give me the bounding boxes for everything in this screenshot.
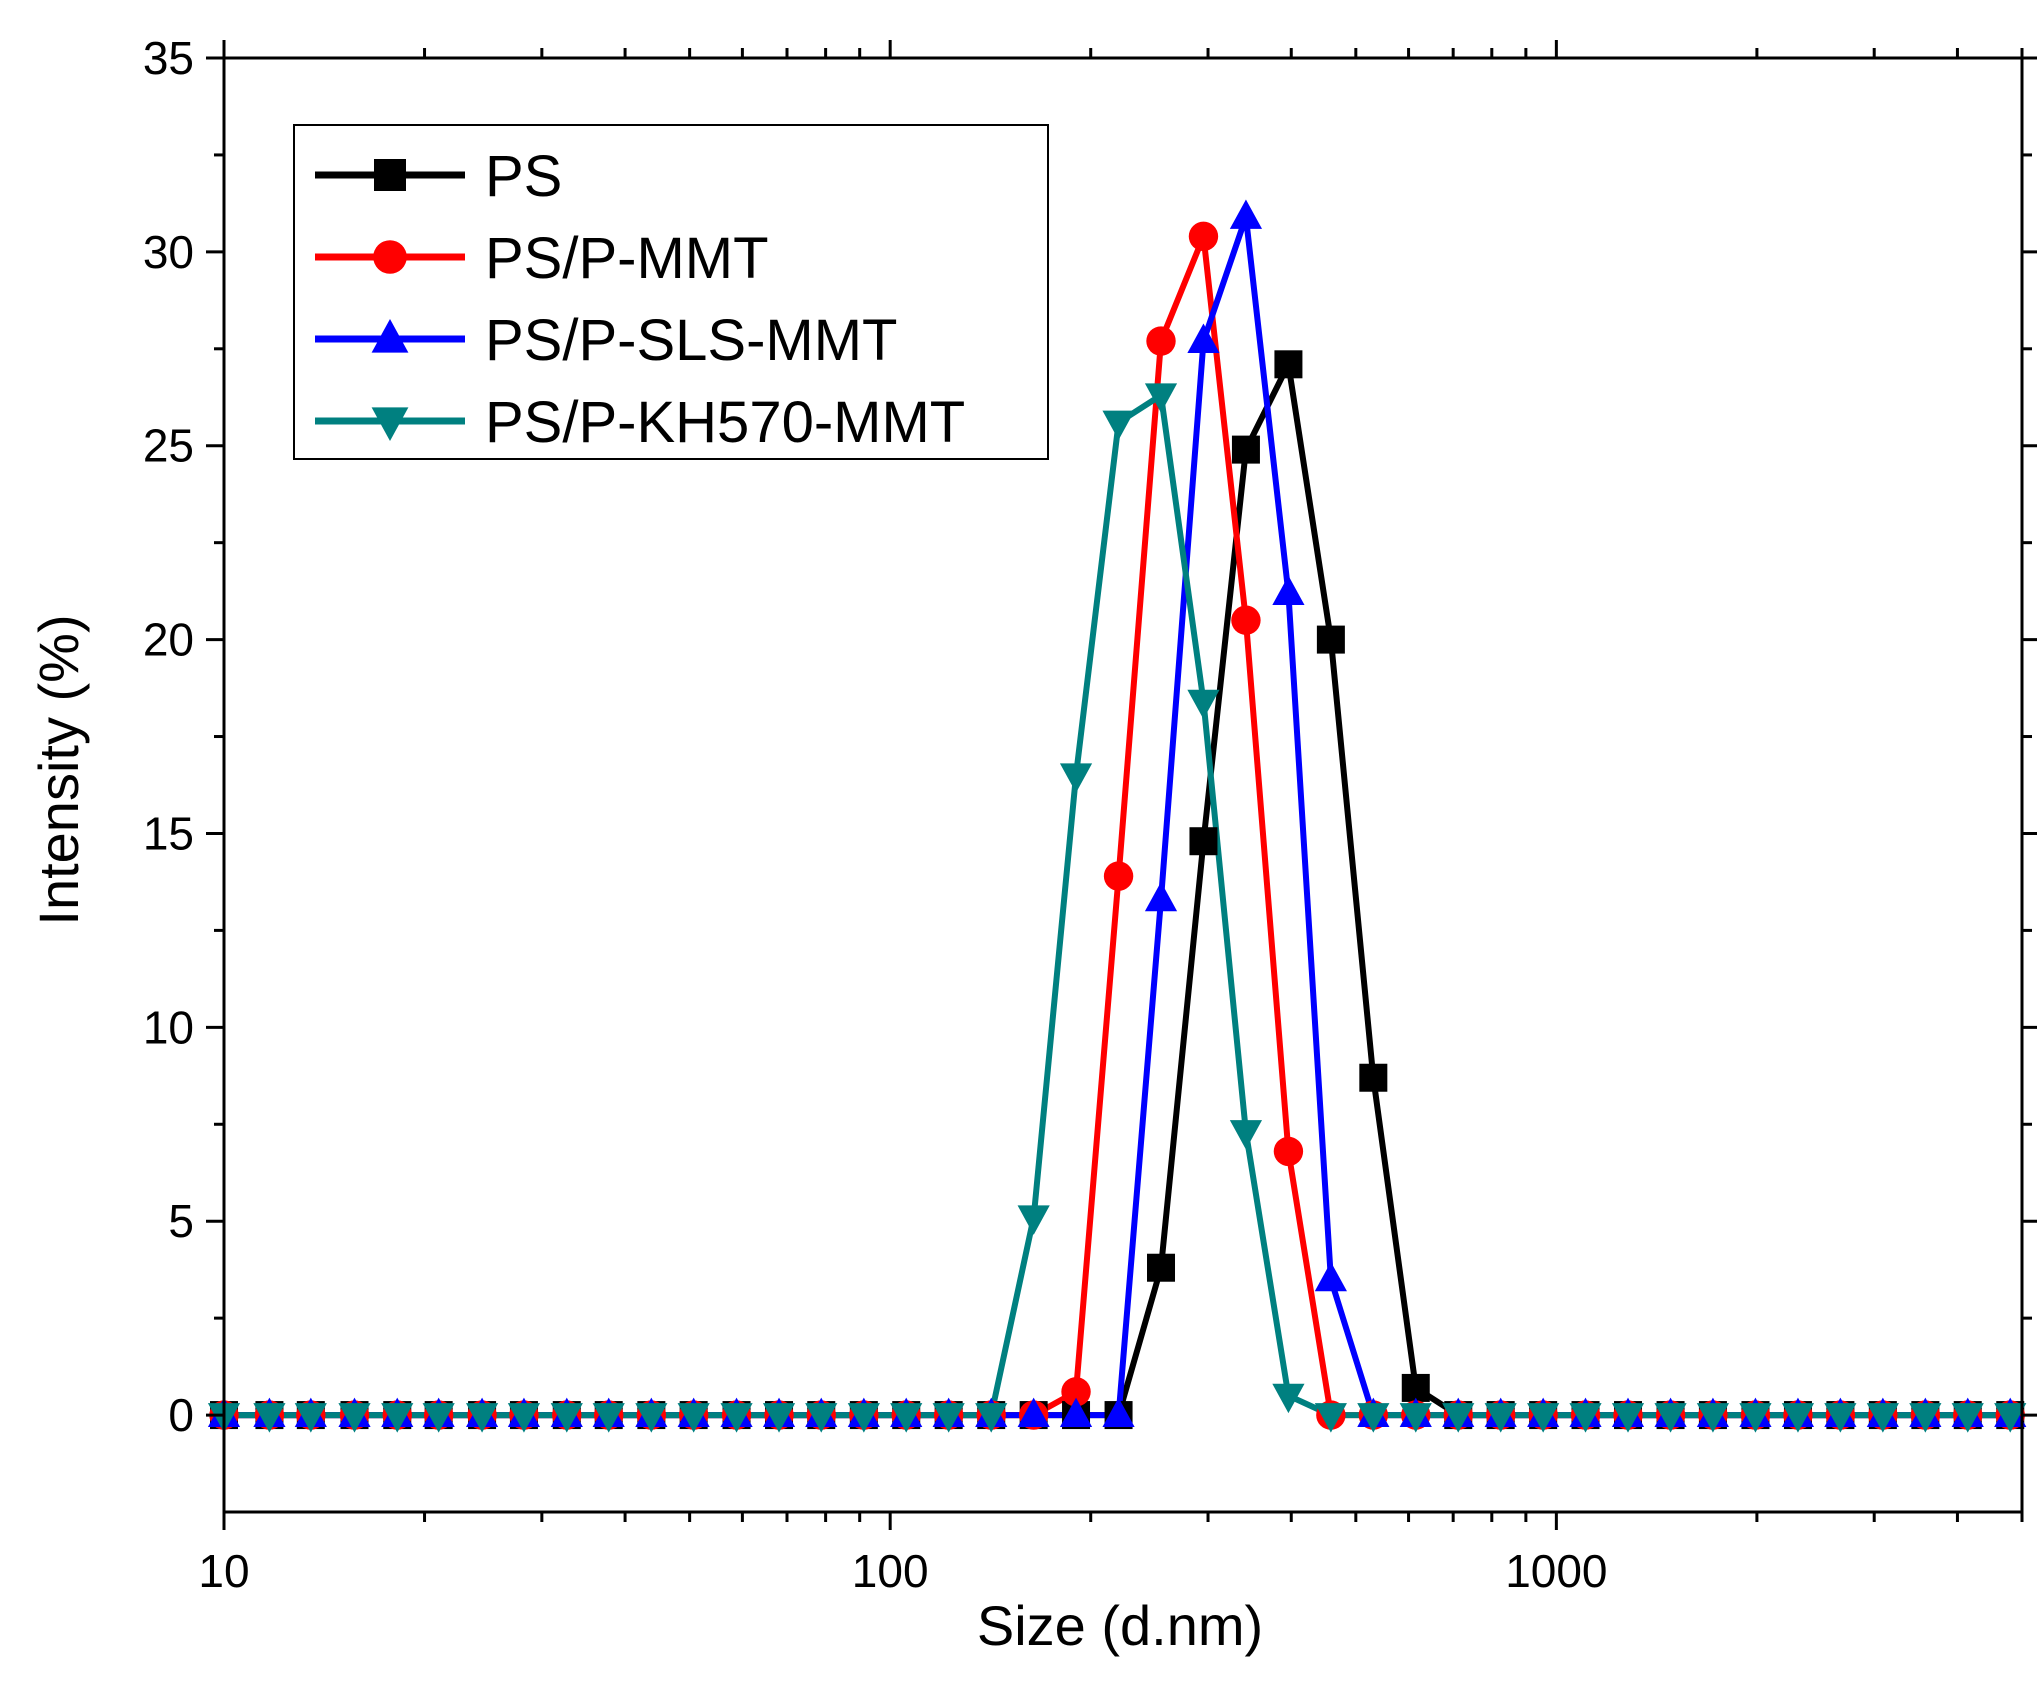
data-point — [1061, 1377, 1091, 1407]
data-point — [1017, 1397, 1050, 1427]
data-point — [762, 1403, 796, 1433]
y-tick-label: 5 — [168, 1195, 194, 1247]
x-axis-label: Size (d.nm) — [977, 1594, 1263, 1657]
legend-label: PS/P-KH570-MMT — [485, 390, 965, 455]
data-point — [1696, 1403, 1730, 1433]
data-point — [1824, 1403, 1857, 1433]
y-tick-label: 30 — [143, 226, 194, 278]
x-tick-label: 100 — [852, 1545, 929, 1597]
y-tick-label: 15 — [143, 807, 194, 859]
x-tick-label: 1000 — [1505, 1545, 1607, 1597]
data-point — [1059, 1397, 1093, 1427]
data-point — [1274, 350, 1303, 379]
data-point — [1359, 1063, 1388, 1092]
y-tick-label: 20 — [143, 614, 194, 666]
data-point — [381, 1403, 414, 1433]
data-point — [1229, 1120, 1263, 1150]
data-point — [932, 1403, 965, 1433]
data-point — [1316, 625, 1345, 654]
data-point — [253, 1403, 286, 1433]
data-point — [550, 1403, 583, 1433]
data-point — [805, 1403, 838, 1433]
data-point — [1231, 605, 1261, 635]
x-tick-label: 10 — [198, 1545, 249, 1597]
data-point — [1144, 383, 1178, 413]
y-axis-label: Intensity (%) — [27, 614, 90, 925]
y-tick-label: 0 — [168, 1389, 194, 1441]
data-point — [1187, 689, 1220, 720]
data-point — [422, 1403, 455, 1433]
data-point — [1188, 221, 1219, 252]
plot-frame — [222, 56, 2024, 1514]
y-tick-label: 35 — [143, 32, 194, 84]
data-point — [1994, 1403, 2027, 1433]
data-point — [677, 1403, 710, 1433]
y-tick-label: 25 — [143, 420, 194, 472]
data-point — [1781, 1403, 1815, 1433]
data-point — [1147, 1253, 1176, 1282]
data-point — [1102, 1397, 1135, 1427]
data-point — [1146, 326, 1176, 356]
data-point — [294, 1403, 327, 1433]
data-point — [1527, 1403, 1560, 1433]
data-point — [1866, 1403, 1899, 1433]
data-point — [1314, 1403, 1347, 1433]
legend-marker — [373, 240, 407, 274]
data-point — [1739, 1403, 1772, 1433]
data-point — [890, 1403, 923, 1433]
data-point — [1272, 1383, 1305, 1414]
data-point — [1611, 1403, 1645, 1433]
data-point — [1103, 861, 1134, 891]
data-point — [1909, 1403, 1942, 1433]
data-point — [507, 1403, 541, 1433]
data-point — [975, 1403, 1008, 1433]
data-point — [1017, 1205, 1050, 1235]
data-point — [1399, 1403, 1432, 1433]
legend-box — [293, 124, 1049, 460]
legend-label: PS/P-MMT — [485, 226, 769, 291]
data-point — [465, 1403, 499, 1433]
data-point — [1484, 1403, 1517, 1433]
data-point — [1569, 1403, 1602, 1433]
data-point — [1231, 435, 1260, 464]
data-point — [338, 1403, 371, 1433]
data-point — [1102, 410, 1135, 440]
data-point — [1442, 1403, 1475, 1433]
data-point — [1951, 1403, 1984, 1433]
data-point — [1189, 827, 1218, 856]
data-point — [1272, 575, 1305, 605]
data-point — [720, 1403, 753, 1433]
data-point — [592, 1403, 625, 1433]
data-point — [1314, 1261, 1347, 1292]
legend-marker — [374, 159, 406, 191]
data-point — [847, 1403, 880, 1433]
legend-label: PS/P-SLS-MMT — [485, 308, 898, 373]
legend-label: PS — [485, 144, 562, 209]
data-point — [1144, 881, 1178, 912]
data-point — [1187, 323, 1220, 353]
data-point — [1273, 1136, 1304, 1167]
data-point — [1401, 1373, 1430, 1402]
data-point — [635, 1403, 668, 1433]
data-point — [1229, 199, 1263, 229]
legend-marker — [371, 319, 409, 353]
y-tick-label: 10 — [143, 1001, 194, 1053]
legend-marker — [371, 407, 409, 441]
data-point — [1357, 1403, 1390, 1433]
data-point — [1059, 763, 1093, 793]
data-point — [1654, 1403, 1687, 1433]
